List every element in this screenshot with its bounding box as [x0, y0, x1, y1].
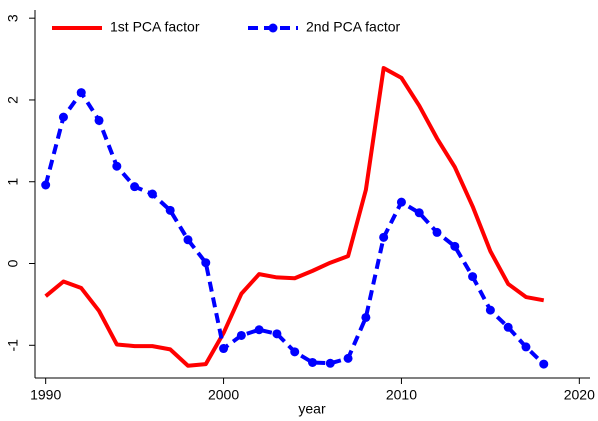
point [130, 182, 140, 192]
y-tick-label: 1 [5, 178, 21, 186]
x-tick-label: 1990 [30, 387, 61, 403]
x-tick-label: 2020 [564, 387, 595, 403]
y-tick-label: 3 [5, 14, 21, 22]
point [272, 329, 282, 339]
point [308, 357, 317, 367]
point [503, 322, 513, 332]
series-line [44, 66, 545, 368]
legend: 1st PCA factor 2nd PCA factor [52, 19, 401, 35]
point [539, 359, 549, 369]
point [414, 208, 424, 218]
point [521, 342, 531, 352]
point [201, 258, 211, 268]
point [94, 115, 104, 125]
point [432, 227, 442, 237]
series-line [43, 90, 546, 366]
point [41, 180, 51, 190]
point [379, 232, 389, 242]
point [219, 344, 229, 354]
x-tick-label: 2000 [208, 387, 239, 403]
x-axis-label: year [298, 401, 326, 417]
y-tick-label: 2 [5, 96, 21, 104]
y-tick-label: -1 [5, 339, 21, 352]
point [468, 272, 478, 282]
point [361, 312, 371, 322]
point [290, 347, 300, 357]
x-tick-label: 2010 [386, 387, 417, 403]
point [112, 161, 122, 171]
point [343, 353, 353, 363]
point [325, 358, 335, 368]
y-tick-label: 0 [5, 259, 21, 267]
point [450, 241, 460, 251]
point [485, 305, 495, 315]
point [396, 197, 406, 207]
legend-marker [268, 23, 278, 33]
legend-label: 2nd PCA factor [306, 19, 401, 35]
point [183, 235, 193, 245]
point [147, 189, 157, 199]
legend-label: 1st PCA factor [110, 19, 200, 35]
point [236, 330, 246, 340]
point [254, 325, 264, 335]
point [76, 88, 86, 98]
point [58, 112, 68, 122]
point [165, 205, 175, 215]
